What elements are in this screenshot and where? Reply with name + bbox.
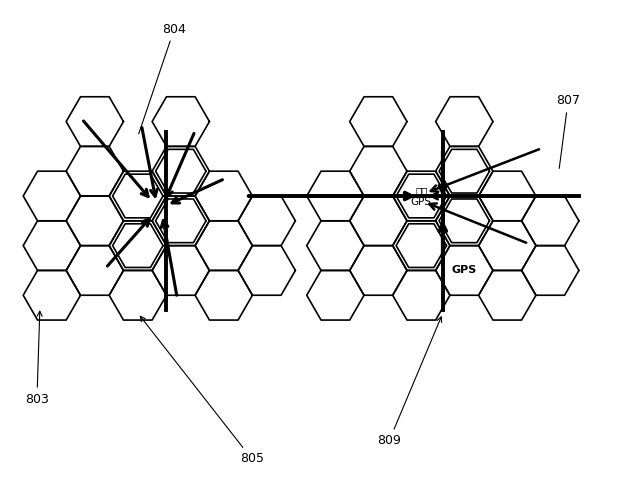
- Text: 805: 805: [140, 316, 264, 465]
- Text: 807: 807: [556, 94, 580, 168]
- Text: 809: 809: [377, 317, 442, 447]
- Text: GPS: GPS: [411, 197, 432, 207]
- Text: GPS: GPS: [452, 265, 477, 275]
- Text: 803: 803: [25, 311, 49, 406]
- Text: 804: 804: [139, 23, 186, 134]
- Text: 기수: 기수: [415, 186, 427, 196]
